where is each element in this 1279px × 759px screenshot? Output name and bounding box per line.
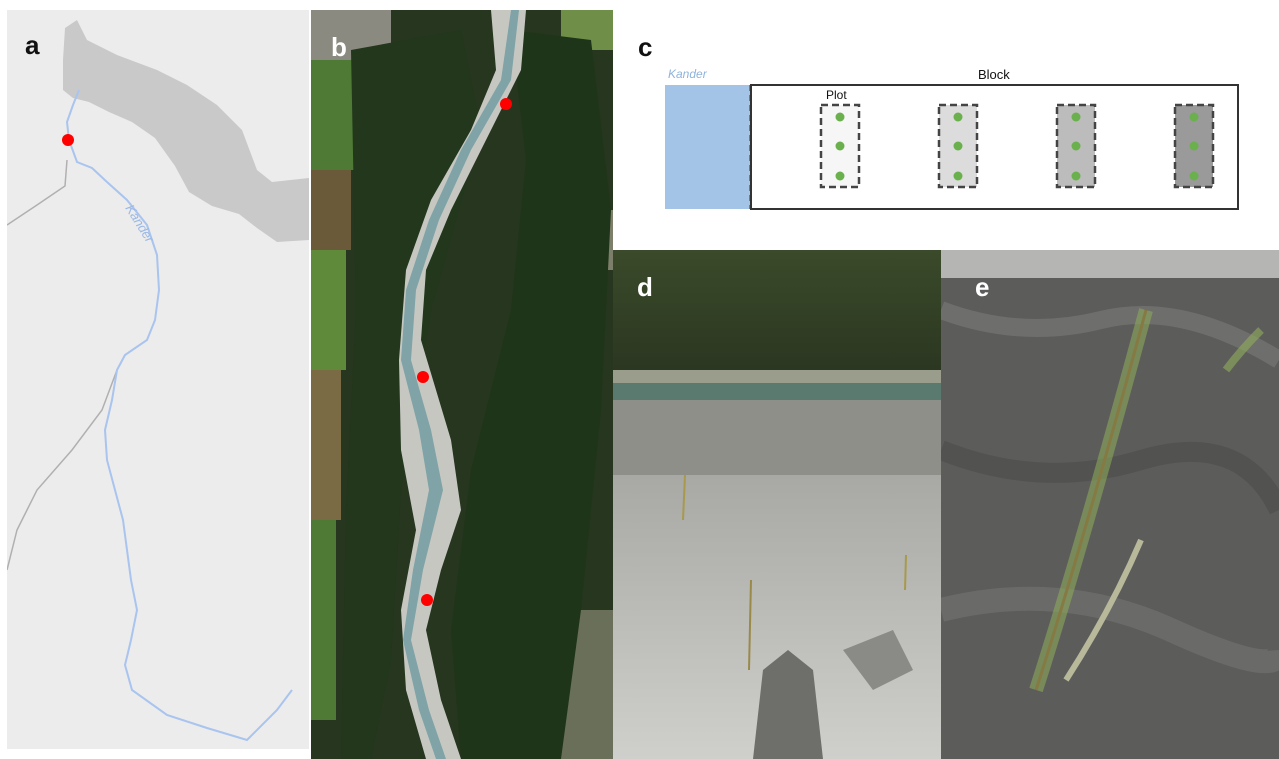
map-canvas: Kander <box>7 10 309 749</box>
plot-2 <box>937 103 979 189</box>
road-2 <box>7 369 118 571</box>
plot-3 <box>1055 103 1097 189</box>
panel-b-aerial-photo: b <box>311 10 613 759</box>
panel-label-a: a <box>25 30 40 60</box>
block-outline <box>750 84 1239 210</box>
plant-photo <box>941 250 1279 759</box>
river-label: Kander <box>668 67 708 81</box>
site-marker-3 <box>421 594 433 606</box>
panel-label-c: c <box>638 32 653 62</box>
lake-thun <box>63 20 309 242</box>
site-marker <box>62 134 74 146</box>
block-schematic: Kander Block Plot <box>665 67 1239 210</box>
river-kander <box>65 89 293 742</box>
block-label: Block <box>978 67 1010 82</box>
site-marker-1 <box>500 98 512 110</box>
water-area <box>665 85 750 209</box>
panel-e-plant-photo: e <box>941 250 1279 759</box>
plot-1 <box>819 103 861 189</box>
panel-a-map: Kander a <box>7 10 309 749</box>
field-photo <box>613 250 941 759</box>
panel-label-d: d <box>637 272 653 302</box>
plot-label: Plot <box>826 88 847 102</box>
aerial-photo <box>311 10 613 759</box>
site-marker-2 <box>417 371 429 383</box>
panel-c-schematic: Kander Block Plot c <box>620 10 1279 245</box>
plot-4 <box>1173 103 1215 189</box>
panel-label-b: b <box>331 32 347 62</box>
panel-d-field-photo: d <box>613 250 941 759</box>
road-1 <box>7 159 68 226</box>
panel-label-e: e <box>975 272 990 302</box>
